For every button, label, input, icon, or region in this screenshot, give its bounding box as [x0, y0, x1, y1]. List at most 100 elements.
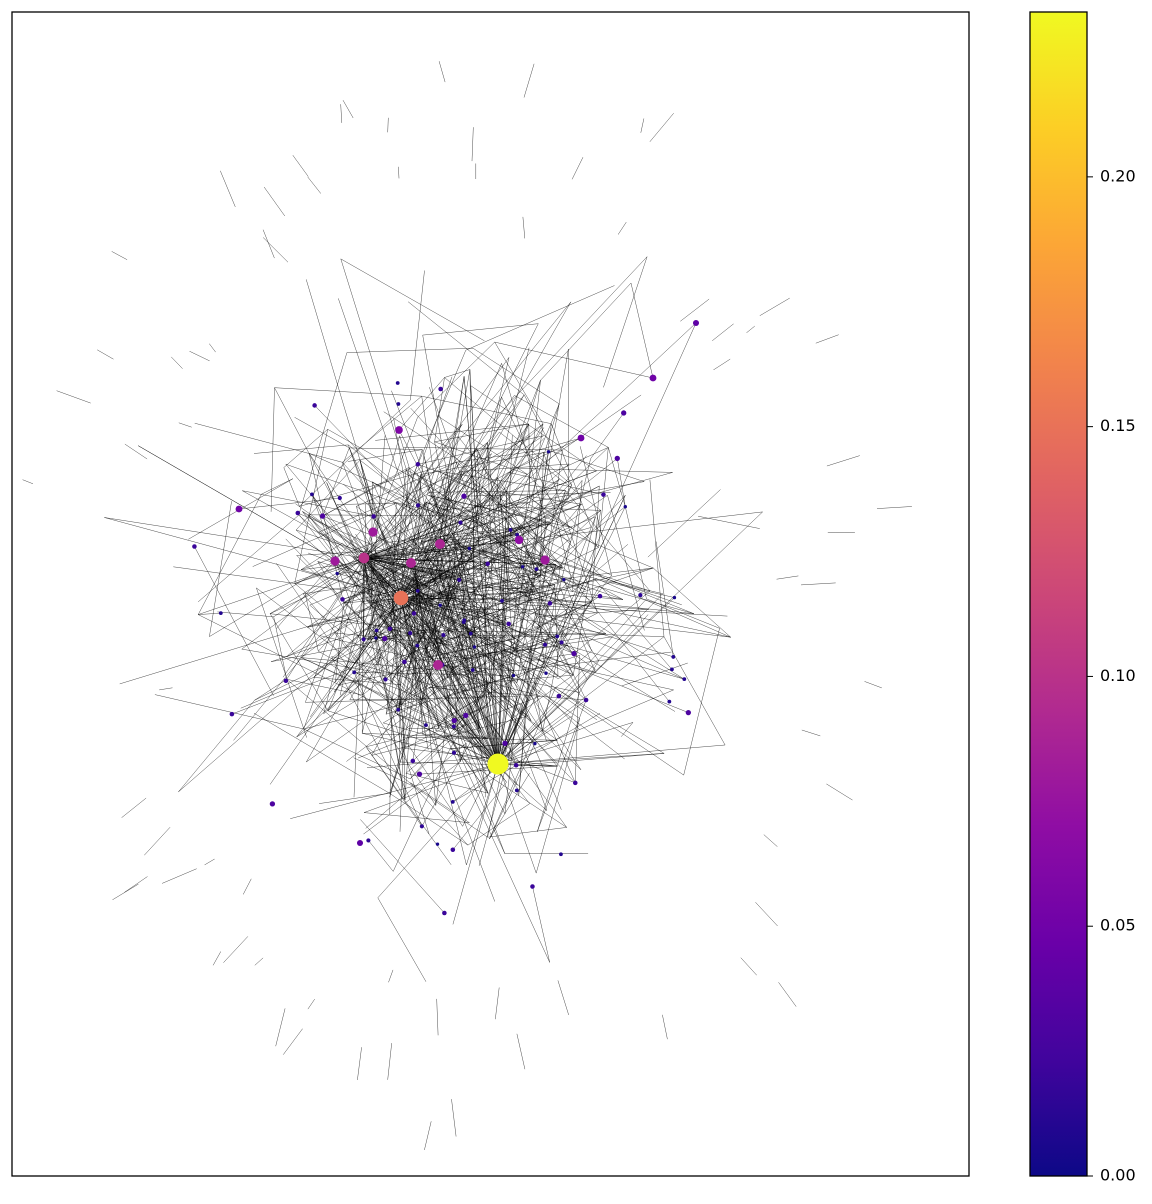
node [463, 712, 469, 719]
colorbar-tick-label: 0.20 [1100, 166, 1136, 185]
node [546, 450, 551, 454]
node [438, 603, 442, 607]
node [621, 410, 627, 416]
node [451, 717, 457, 724]
node [218, 611, 223, 615]
node [269, 801, 276, 807]
node [559, 640, 564, 645]
node [530, 884, 535, 889]
node [438, 386, 443, 392]
node [614, 455, 620, 462]
node [623, 505, 627, 509]
node [649, 374, 657, 382]
node [671, 655, 676, 659]
node [562, 577, 566, 582]
node [597, 593, 603, 599]
node [547, 601, 553, 606]
node [555, 634, 560, 639]
node [383, 677, 388, 682]
node [393, 590, 409, 606]
node [335, 571, 339, 576]
node [408, 631, 413, 636]
node [506, 621, 511, 627]
node [458, 520, 463, 525]
node [382, 635, 388, 642]
colorbar-tick-label: 0.05 [1100, 916, 1136, 935]
node [573, 780, 578, 786]
node [472, 645, 477, 649]
node [534, 567, 539, 572]
node [433, 660, 443, 670]
node [366, 838, 371, 843]
node [410, 758, 416, 764]
node [387, 626, 393, 632]
node [402, 659, 407, 665]
node [638, 593, 643, 598]
node [283, 678, 289, 683]
node [685, 709, 692, 716]
node [442, 910, 447, 916]
node [415, 503, 421, 508]
node [396, 402, 401, 406]
node [424, 723, 428, 728]
node [361, 637, 366, 642]
node [371, 514, 376, 519]
node [192, 544, 197, 549]
node [396, 707, 401, 712]
edges [22, 61, 912, 1151]
node [540, 555, 550, 565]
node [601, 492, 606, 497]
node [556, 693, 562, 699]
node [457, 577, 462, 583]
node [577, 434, 585, 442]
node [559, 852, 563, 857]
node [520, 565, 525, 569]
node [461, 493, 467, 499]
colorbar-tick-label: 0.15 [1100, 416, 1136, 435]
colorbar-tick-label: 0.10 [1100, 666, 1136, 685]
node [450, 799, 455, 804]
node [672, 595, 677, 600]
node [544, 671, 548, 675]
node [467, 546, 472, 551]
node [368, 527, 378, 537]
node [295, 510, 301, 516]
node [415, 462, 421, 467]
node [337, 495, 342, 501]
node [319, 513, 326, 519]
nodes [192, 319, 700, 916]
node [411, 611, 417, 616]
node [374, 636, 378, 640]
node [374, 628, 379, 633]
node [583, 697, 589, 703]
node [406, 558, 416, 568]
node [451, 750, 457, 755]
node [416, 771, 423, 777]
node [310, 492, 314, 497]
node [670, 667, 674, 672]
node [508, 527, 513, 532]
colorbar [1029, 11, 1088, 1177]
node [511, 673, 516, 678]
node [533, 741, 537, 746]
node [667, 699, 672, 704]
node [571, 650, 577, 657]
node [542, 642, 548, 647]
node [487, 753, 509, 775]
node [514, 535, 524, 545]
node [450, 847, 456, 853]
node [415, 643, 420, 648]
node [395, 381, 400, 385]
node [415, 588, 420, 593]
colorbar-tick-label: 0.00 [1100, 1166, 1136, 1185]
node [502, 740, 508, 746]
node [468, 631, 473, 636]
node [229, 711, 235, 717]
node [470, 668, 475, 672]
node [358, 552, 370, 564]
node [352, 670, 357, 675]
node [435, 539, 445, 549]
node [395, 426, 403, 434]
node [441, 633, 446, 638]
